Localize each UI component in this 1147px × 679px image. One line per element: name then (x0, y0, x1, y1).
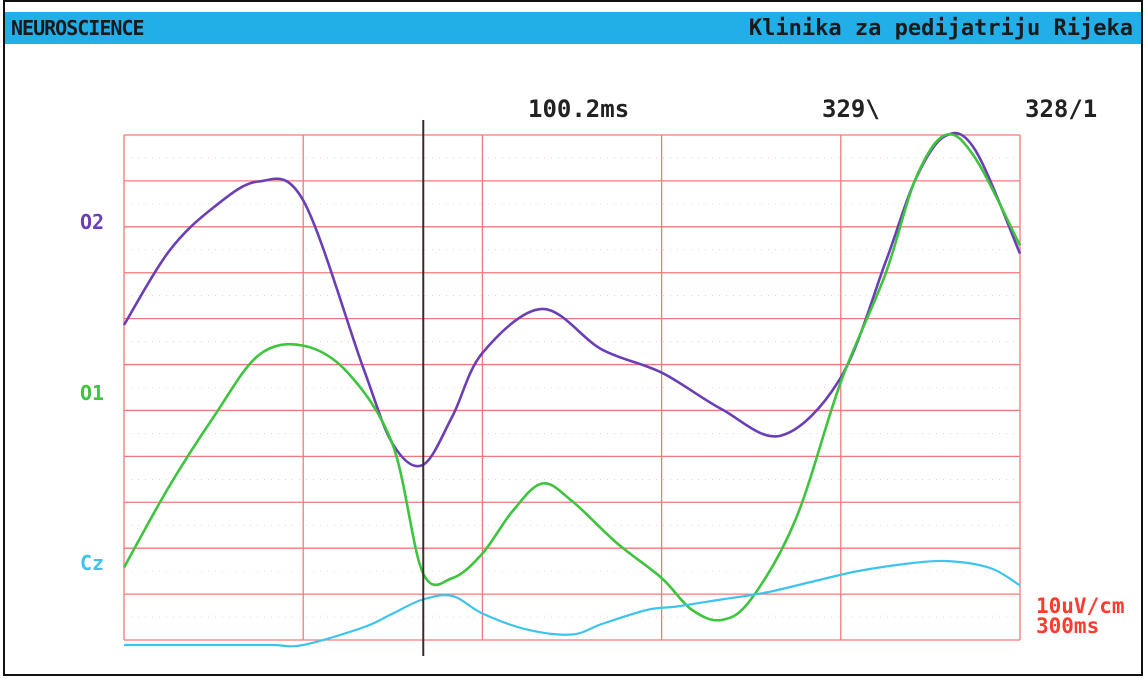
grid (123, 134, 1021, 641)
marker-1-readout: 329\ (822, 95, 880, 123)
title-bar: NEUROSCIENCE Klinika za pedijatriju Rije… (5, 12, 1141, 44)
trace-o1 (122, 132, 1022, 622)
channel-label-o1: O1 (80, 381, 105, 405)
amplitude-scale: 10uV/cm (1036, 594, 1125, 618)
app-title: NEUROSCIENCE (11, 16, 144, 40)
channel-label-cz: Cz (80, 551, 105, 575)
traces (122, 131, 1022, 648)
channel-label-o2: O2 (80, 210, 105, 234)
time-scale: 300ms (1036, 614, 1100, 638)
marker-2-readout: 328/1 (1025, 95, 1098, 123)
latency-readout: 100.2ms (528, 95, 630, 123)
display-frame (3, 0, 1143, 676)
scale-legend: 10uV/cm 300ms (1036, 594, 1125, 638)
trace-cz (124, 559, 1021, 648)
institution-name: Klinika za pedijatriju Rijeka (748, 15, 1133, 41)
trace-o2 (122, 131, 1022, 468)
